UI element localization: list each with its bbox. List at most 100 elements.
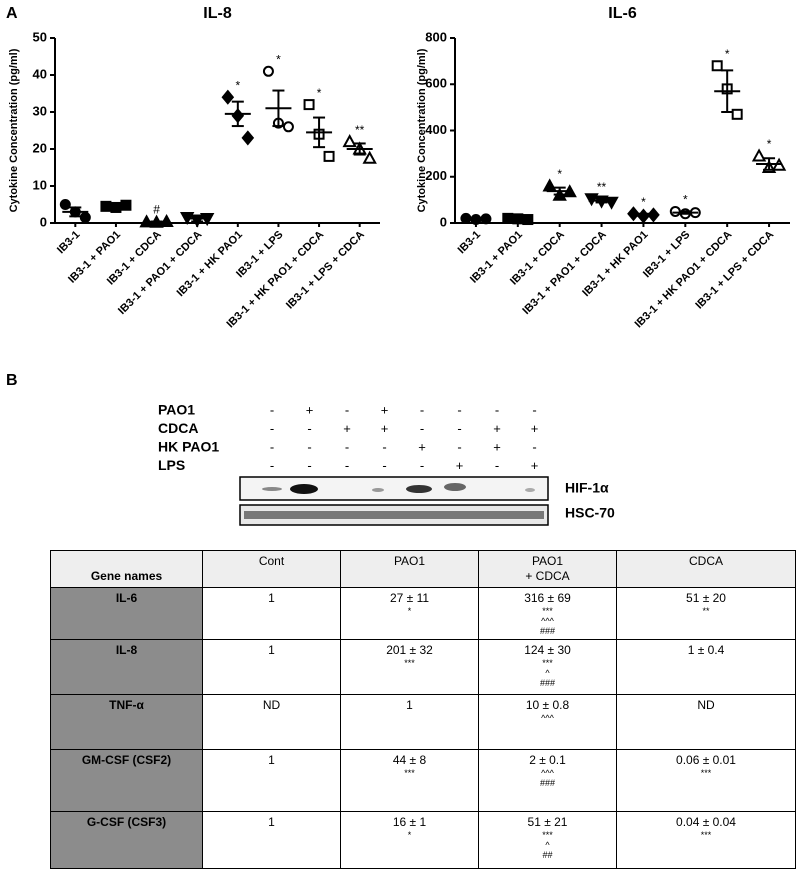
- blot-frame: [239, 476, 549, 501]
- significance: **: [702, 606, 710, 616]
- cell-value: 44 ± 8: [392, 753, 427, 767]
- treatment-sign: -: [345, 402, 349, 417]
- treatment-sign: +: [306, 402, 314, 417]
- table-cell: 51 ± 21 *** ^ ##: [478, 811, 617, 869]
- header-text: CDCA: [688, 554, 723, 568]
- table-row: G-CSF (CSF3) 1 16 ± 1 * 51 ± 21 *** ^ ## 0.04 ± …: [50, 811, 796, 869]
- treatment-sign: +: [493, 439, 501, 454]
- table-cell: 27 ± 11 *: [340, 587, 479, 640]
- point: [342, 134, 357, 148]
- panel-label: A: [6, 5, 18, 22]
- error-bar: [353, 142, 366, 156]
- point: [584, 193, 599, 207]
- y-tick-label: 200: [425, 168, 447, 183]
- significance-label: *: [317, 86, 322, 100]
- treatment-sign: -: [345, 439, 349, 454]
- header-text: PAO1: [393, 554, 426, 568]
- treatment-sign: +: [493, 421, 501, 436]
- y-tick-label: 0: [40, 214, 47, 229]
- treatment-sign: +: [456, 458, 464, 473]
- band: [525, 488, 535, 492]
- significance: ^^^: [541, 768, 554, 778]
- cell-value: 124 ± 30: [524, 643, 571, 657]
- significance: ***: [542, 830, 553, 840]
- cell-value: 1: [268, 643, 275, 657]
- treatment-sign: -: [382, 439, 386, 454]
- header-cell: PAO1: [340, 550, 479, 588]
- significance-label: *: [767, 137, 772, 151]
- treatment-sign: +: [381, 421, 389, 436]
- treatment-sign: +: [531, 421, 539, 436]
- treatment-sign: -: [532, 402, 536, 417]
- x-tick-label: IB3-1 + LPS + CDCA: [693, 229, 776, 312]
- significance: ###: [539, 778, 556, 788]
- cell-value: 201 ± 32: [386, 643, 433, 657]
- table-cell: 1 ± 0.4: [616, 639, 796, 695]
- treatment-sign: -: [532, 439, 536, 454]
- error-bar: [109, 203, 122, 210]
- y-tick-label: 600: [425, 76, 447, 91]
- gene-name: IL-8: [50, 639, 203, 695]
- table-cell: 1: [202, 639, 341, 695]
- point: [120, 199, 132, 211]
- significance-label: *: [557, 167, 562, 181]
- treatment-sign: -: [345, 458, 349, 473]
- point: [241, 130, 255, 146]
- gene-name: G-CSF (CSF3): [50, 811, 203, 869]
- treatment-sign: -: [270, 421, 274, 436]
- significance: ***: [542, 658, 553, 668]
- gene-table: Gene names Cont PAO1 PAO1 + CDCA CDCA IL-6 1 27 …: [50, 550, 796, 869]
- cell-value: 0.06 ± 0.01: [676, 753, 736, 767]
- significance-label: *: [641, 195, 646, 209]
- treatment-sign: +: [531, 458, 539, 473]
- significance: ^: [545, 668, 550, 678]
- significance: ^: [545, 840, 550, 850]
- y-tick-label: 20: [33, 140, 47, 155]
- treatment-sign: -: [270, 439, 274, 454]
- cell-value: 16 ± 1: [392, 815, 427, 829]
- x-tick-label: IB3-1: [55, 229, 83, 257]
- point: [323, 150, 335, 162]
- cell-value: 51 ± 21: [527, 815, 568, 829]
- gene-name: GM-CSF (CSF2): [50, 749, 203, 812]
- treatment-sign: +: [381, 402, 389, 417]
- cell-value: 2 ± 0.1: [529, 753, 566, 767]
- error-bar: [511, 217, 524, 221]
- error-bar: [721, 69, 734, 113]
- table-cell: 0.04 ± 0.04 ***: [616, 811, 796, 869]
- cell-value: ND: [697, 698, 715, 712]
- treatment-sign: -: [457, 421, 461, 436]
- treatment-sign: -: [270, 402, 274, 417]
- treatment-sign: -: [270, 458, 274, 473]
- significance: *: [407, 606, 412, 616]
- header-text: + CDCA: [525, 569, 570, 583]
- point: [362, 150, 377, 164]
- treatment-sign: -: [420, 402, 424, 417]
- table-cell: 44 ± 8 ***: [340, 749, 479, 812]
- error-bar: [191, 214, 204, 223]
- table-row: GM-CSF (CSF2) 1 44 ± 8 *** 2 ± 0.1 ^^^ ### 0.06…: [50, 749, 796, 812]
- header-text: Gene names: [90, 569, 163, 583]
- cell-value: 51 ± 20: [686, 591, 726, 605]
- table-row: IL-8 1 201 ± 32 *** 124 ± 30 *** ^ ### 1 ± 0.4: [50, 639, 796, 695]
- significance: ##: [542, 850, 553, 860]
- band: [244, 511, 544, 519]
- cell-value: 316 ± 69: [524, 591, 571, 605]
- table-cell: 201 ± 32 ***: [340, 639, 479, 695]
- treatment-sign: -: [457, 439, 461, 454]
- treatment-sign: -: [495, 458, 499, 473]
- y-tick-label: 10: [33, 177, 47, 192]
- treatment-sign: -: [307, 439, 311, 454]
- header-cell: Gene names: [50, 550, 203, 588]
- error-bar: [231, 100, 244, 128]
- header-text: PAO1: [531, 554, 564, 568]
- gene-name: IL-6: [50, 587, 203, 640]
- point: [59, 199, 71, 210]
- significance: ###: [539, 678, 556, 688]
- significance: *: [407, 830, 412, 840]
- header-cell: Cont: [202, 550, 341, 588]
- treatment-sign: -: [382, 458, 386, 473]
- error-bar: [595, 197, 608, 204]
- table-cell: 124 ± 30 *** ^ ###: [478, 639, 617, 695]
- x-tick-label: IB3-1 + LPS + CDCA: [284, 229, 367, 312]
